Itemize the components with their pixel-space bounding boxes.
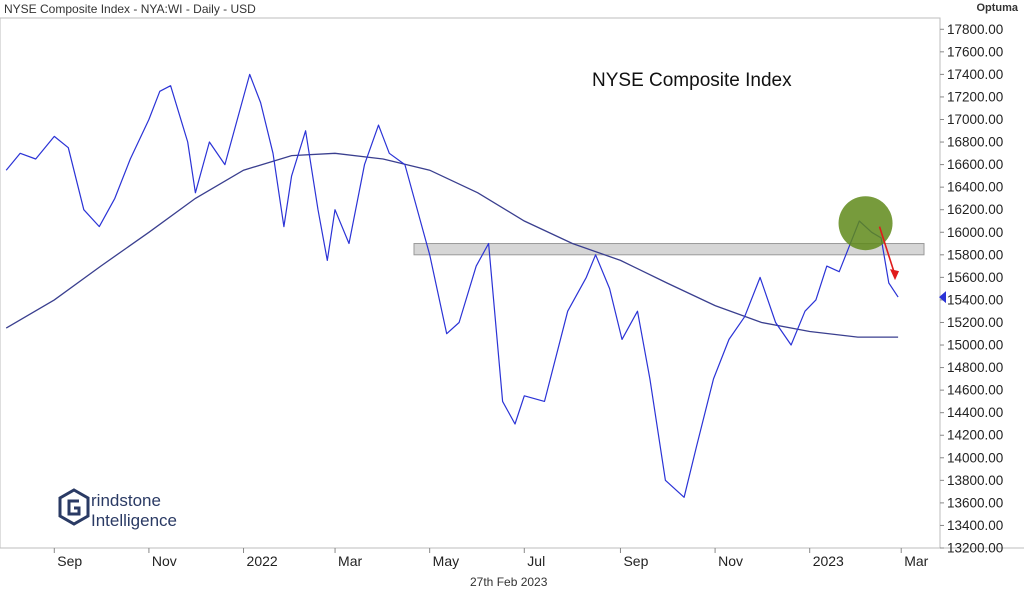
logo-word-1: rindstone	[91, 491, 161, 510]
y-tick-label: 14200.00	[947, 428, 1003, 443]
y-tick-label: 13600.00	[947, 495, 1003, 510]
x-tick-label: 2022	[247, 553, 278, 569]
annotation-layer	[838, 196, 900, 281]
y-tick-label: 15800.00	[947, 247, 1003, 262]
x-tick-label: Sep	[623, 553, 648, 569]
y-tick-label: 14600.00	[947, 383, 1003, 398]
hexagon-g-icon	[58, 488, 90, 526]
date-label: 27th Feb 2023	[470, 575, 548, 589]
company-logo: rindstone Intelligence	[57, 488, 217, 536]
y-tick-label: 15600.00	[947, 270, 1003, 285]
y-tick-label: 16000.00	[947, 225, 1003, 240]
resistance-zone	[413, 243, 925, 256]
moving-average-line	[5, 152, 899, 338]
x-tick-label: May	[433, 553, 459, 569]
y-tick-label: 15200.00	[947, 315, 1003, 330]
down-arrow-head	[890, 269, 900, 281]
x-tick-label: Mar	[904, 553, 928, 569]
y-tick-label: 17800.00	[947, 22, 1003, 37]
x-axis: Sep Nov 2022 Mar May Jul Sep Nov 2023 Mar	[53, 548, 929, 569]
y-tick-label: 16200.00	[947, 202, 1003, 217]
y-tick-label: 15400.00	[947, 292, 1003, 307]
y-tick-label: 14800.00	[947, 360, 1003, 375]
y-tick-label: 14000.00	[947, 450, 1003, 465]
y-tick-label: 17400.00	[947, 67, 1003, 82]
down-arrow-line	[878, 226, 896, 276]
y-tick-label: 17200.00	[947, 89, 1003, 104]
y-tick-label: 15000.00	[947, 338, 1003, 353]
y-tick-label: 14400.00	[947, 405, 1003, 420]
y-tick-label: 16800.00	[947, 135, 1003, 150]
y-tick-label: 16600.00	[947, 157, 1003, 172]
chart-title: NYSE Composite Index	[592, 70, 792, 91]
plot-frame	[0, 17, 1024, 549]
y-tick-label: 17000.00	[947, 112, 1003, 127]
y-tick-label: 13800.00	[947, 473, 1003, 488]
logo-word-2: Intelligence	[91, 511, 178, 530]
moving-average-layer	[5, 152, 899, 338]
last-price-marker	[939, 291, 946, 304]
y-axis: 13200.00 13400.00 13600.00 13800.00 14000.00…	[939, 22, 1003, 556]
resistance-zone-box	[413, 243, 925, 256]
price-line	[5, 73, 899, 498]
highlight-circle	[838, 196, 893, 251]
y-tick-label: 13400.00	[947, 518, 1003, 533]
x-tick-label: 2023	[813, 553, 844, 569]
x-tick-label: Nov	[718, 553, 743, 569]
x-tick-label: Sep	[57, 553, 82, 569]
y-tick-label: 16400.00	[947, 180, 1003, 195]
x-tick-label: Jul	[527, 553, 545, 569]
chart-header: NYSE Composite Index - NYA:WI - Daily - …	[4, 2, 256, 16]
price-layer	[5, 73, 899, 498]
x-tick-label: Mar	[338, 553, 362, 569]
brand-label: Optuma	[976, 2, 1018, 14]
y-tick-label: 13200.00	[947, 541, 1003, 556]
y-tick-label: 17600.00	[947, 44, 1003, 59]
x-tick-label: Nov	[152, 553, 177, 569]
